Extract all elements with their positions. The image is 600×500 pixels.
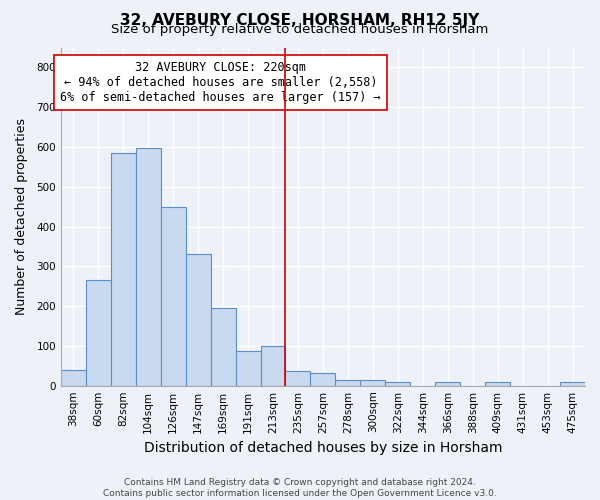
Bar [86,280,111,386]
Bar [335,380,361,386]
Bar [361,380,385,386]
Bar [260,346,286,386]
Bar [136,148,161,386]
Text: 32, AVEBURY CLOSE, HORSHAM, RH12 5JY: 32, AVEBURY CLOSE, HORSHAM, RH12 5JY [121,12,479,28]
Bar [111,153,136,386]
Bar [310,373,335,386]
Bar [435,382,460,386]
Bar [61,370,86,386]
X-axis label: Distribution of detached houses by size in Horsham: Distribution of detached houses by size … [143,441,502,455]
Y-axis label: Number of detached properties: Number of detached properties [15,118,28,315]
Text: Size of property relative to detached houses in Horsham: Size of property relative to detached ho… [112,22,488,36]
Bar [236,350,260,386]
Bar [211,308,236,386]
Bar [485,382,510,386]
Bar [161,206,185,386]
Text: 32 AVEBURY CLOSE: 220sqm
← 94% of detached houses are smaller (2,558)
6% of semi: 32 AVEBURY CLOSE: 220sqm ← 94% of detach… [61,61,381,104]
Text: Contains HM Land Registry data © Crown copyright and database right 2024.
Contai: Contains HM Land Registry data © Crown c… [103,478,497,498]
Bar [286,371,310,386]
Bar [560,382,585,386]
Bar [185,254,211,386]
Bar [385,382,410,386]
